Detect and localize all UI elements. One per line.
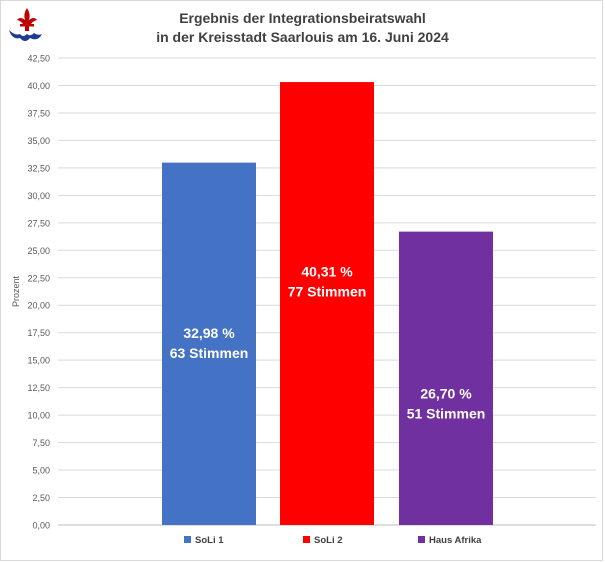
data-label-percent: 26,70 % xyxy=(420,385,472,401)
legend-swatch xyxy=(418,536,425,543)
y-tick-label: 20,00 xyxy=(27,301,50,311)
y-tick-label: 35,00 xyxy=(27,136,50,146)
y-tick-label: 12,50 xyxy=(27,383,50,393)
y-tick-label: 27,50 xyxy=(27,218,50,228)
data-label-votes: 51 Stimmen xyxy=(407,405,486,421)
legend-label: Haus Afrika xyxy=(429,535,482,546)
bar-1 xyxy=(162,162,256,525)
chart-title-line-1: Ergebnis der Integrationsbeiratswahl xyxy=(179,10,426,26)
saarlouis-crest-icon xyxy=(9,8,42,41)
y-tick-label: 30,00 xyxy=(27,191,50,201)
data-label-percent: 40,31 % xyxy=(301,264,353,280)
y-tick-label: 5,00 xyxy=(32,466,50,476)
y-tick-label: 7,50 xyxy=(32,438,50,448)
y-tick-label: 10,00 xyxy=(27,411,50,421)
y-tick-label: 37,50 xyxy=(27,108,50,118)
legend-swatch xyxy=(184,536,191,543)
y-tick-label: 25,00 xyxy=(27,246,50,256)
y-tick-label: 22,50 xyxy=(27,273,50,283)
data-label-votes: 63 Stimmen xyxy=(170,345,249,361)
legend-label: SoLi 1 xyxy=(195,535,224,546)
y-tick-label: 42,50 xyxy=(27,54,50,64)
bar-2 xyxy=(280,82,374,525)
y-tick-label: 17,50 xyxy=(27,328,50,338)
y-tick-label: 40,00 xyxy=(27,81,50,91)
y-axis-title: Prozent xyxy=(11,275,21,307)
chart-title-line-2: in der Kreisstadt Saarlouis am 16. Juni … xyxy=(156,29,449,45)
data-label-votes: 77 Stimmen xyxy=(288,284,367,300)
y-tick-label: 0,00 xyxy=(32,521,50,531)
y-tick-label: 2,50 xyxy=(32,493,50,503)
bar-3 xyxy=(399,231,493,525)
data-label-percent: 32,98 % xyxy=(183,325,235,341)
legend-swatch xyxy=(303,536,310,543)
legend-label: SoLi 2 xyxy=(314,535,343,546)
y-tick-label: 15,00 xyxy=(27,356,50,366)
y-tick-label: 32,50 xyxy=(27,163,50,173)
